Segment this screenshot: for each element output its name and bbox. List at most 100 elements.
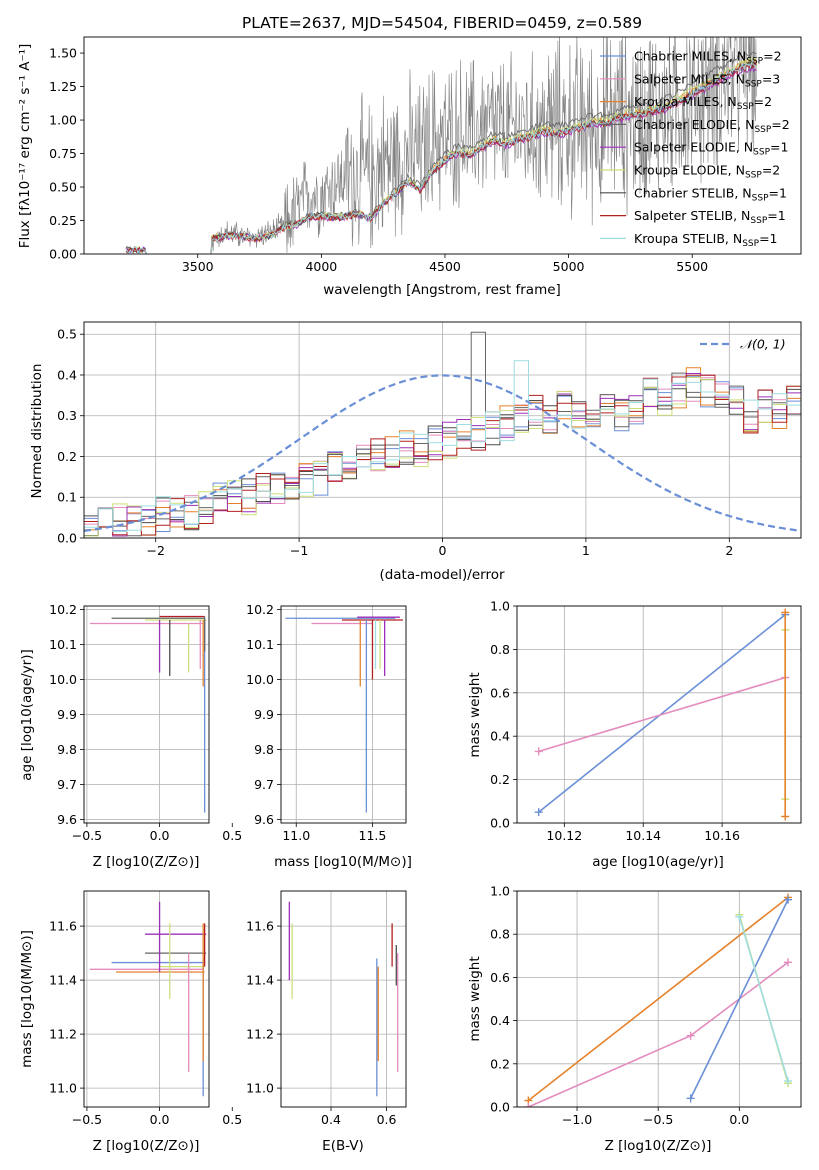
y-tick-label: 10.1 (246, 637, 274, 652)
ageZ-ylabel: age [log10(age/yr)] (19, 649, 35, 781)
gaussian-curve (84, 374, 801, 532)
y-tick-label: 0.8 (490, 927, 510, 942)
massweight-vs-age-plot-area (534, 608, 790, 821)
x-tick-label: −2 (146, 543, 164, 558)
axes-frame (83, 890, 210, 1108)
data-point (784, 895, 793, 904)
x-tick-label: 0 (439, 543, 447, 558)
y-tick-label: 10.0 (49, 672, 77, 687)
histogram-6 (84, 388, 801, 531)
y-tick-label: 10.0 (246, 672, 274, 687)
y-tick-label: 0.75 (49, 146, 77, 161)
legend-label: Kroupa STELIB, NSSP=1 (634, 231, 778, 249)
x-tick-label: 0.5 (222, 1112, 242, 1127)
ageZ-xlabel: Z [log10(Z/Z⊙)] (93, 854, 200, 870)
observed-spectrum (126, 37, 757, 254)
y-tick-label: 0.6 (490, 970, 510, 985)
histogram-4 (84, 373, 801, 537)
y-tick-label: 10.2 (49, 602, 77, 617)
massEBV-xlabel: E(B-V) (322, 1138, 364, 1154)
x-tick-label: 5500 (676, 259, 708, 274)
spectrum-legend: Chabrier MILES, NSSP=2 Salpeter MILES, NS… (600, 49, 790, 249)
y-tick-label: 0.2 (490, 1056, 510, 1071)
y-tick-label: 0.3 (57, 408, 77, 423)
data-point (534, 808, 543, 817)
legend-label: Chabrier ELODIE, NSSP=2 (634, 117, 790, 135)
spectrum-ylabel: Flux [fλ10⁻¹⁷ erg cm⁻² s⁻¹ A⁻¹] (17, 44, 33, 249)
legend-label: 𝒩(0, 1) (740, 337, 786, 352)
y-tick-label: 11.0 (49, 1081, 77, 1096)
y-tick-label: 1.25 (49, 79, 77, 94)
series-line-0 (538, 614, 786, 813)
y-tick-label: 0.50 (49, 180, 77, 195)
y-tick-label: 11.2 (49, 1027, 77, 1042)
legend-label: Chabrier MILES, NSSP=2 (634, 49, 782, 67)
age-vs-Z-plot-area (89, 615, 207, 813)
y-tick-label: 11.4 (49, 973, 77, 988)
x-tick-label: −0.5 (72, 1112, 102, 1127)
x-tick-label: 10.14 (625, 828, 661, 843)
y-tick-label: 9.9 (57, 707, 77, 722)
y-tick-label: 11.6 (49, 919, 77, 934)
y-tick-label: 0.0 (57, 531, 77, 546)
histogram-7 (84, 374, 801, 536)
y-tick-label: 0.6 (490, 685, 510, 700)
model-spectrum-7 (125, 62, 757, 254)
x-tick-label: 10.16 (704, 828, 740, 843)
data-point (524, 1103, 533, 1107)
data-point (784, 1077, 793, 1086)
age-vs-mass-axes: 11.0 11.5 9.6 9.7 9.8 9.9 10.0 10.1 10.2 (246, 602, 406, 843)
data-point (735, 912, 744, 921)
y-tick-label: 11.4 (246, 973, 274, 988)
series-line-1 (538, 676, 786, 753)
massZ-ylabel: mass [log10(M/M⊙)] (19, 930, 35, 1068)
age-vs-mass-plot-area (285, 616, 403, 813)
axes-frame (83, 36, 802, 255)
x-tick-label: 0.4 (321, 1112, 341, 1127)
histogram-3 (84, 331, 801, 537)
x-tick-label: 11.5 (359, 828, 387, 843)
y-tick-label: 0.2 (490, 772, 510, 787)
legend-label: Kroupa MILES, NSSP=2 (634, 94, 772, 112)
y-tick-label: 9.8 (57, 742, 77, 757)
mwAge-ylabel: mass weight (467, 672, 483, 757)
x-tick-label: 0.0 (150, 1112, 170, 1127)
y-tick-label: 1.50 (49, 46, 77, 61)
y-tick-label: 1.0 (490, 884, 510, 899)
data-point (781, 812, 790, 821)
massZ-xlabel: Z [log10(Z/Z⊙)] (93, 1138, 200, 1154)
y-tick-label: 11.0 (246, 1081, 274, 1096)
x-tick-label: 0.0 (729, 1112, 749, 1127)
mwZ-ylabel: mass weight (467, 956, 483, 1041)
spectrum-title: PLATE=2637, MJD=54504, FIBERID=0459, z=0… (242, 14, 642, 32)
ageM-xlabel: mass [log10(M/M⊙)] (274, 854, 412, 870)
y-tick-label: 0.2 (57, 449, 77, 464)
residuals-xlabel: (data-model)/error (379, 567, 505, 583)
massweight-vs-Z-plot-area (524, 893, 793, 1107)
x-tick-label: 10.12 (546, 828, 582, 843)
residuals-plot-area (84, 331, 801, 537)
age-vs-Z-axes: −0.5 0.0 0.5 9.6 9.7 9.8 9.9 10.0 10.1 10.2 (49, 602, 242, 843)
legend-label: Salpeter STELIB, NSSP=1 (634, 208, 786, 226)
y-tick-label: 0.4 (490, 729, 510, 744)
data-point (784, 958, 793, 967)
x-tick-label: 0.0 (150, 828, 170, 843)
y-tick-label: 0.0 (490, 1100, 510, 1115)
data-point (686, 1094, 695, 1103)
x-tick-label: 1 (582, 543, 590, 558)
spectrum-plot-area (125, 37, 757, 254)
y-tick-label: 9.7 (57, 777, 77, 792)
mass-vs-Z-plot-area (89, 901, 207, 1097)
y-tick-label: 0.4 (57, 367, 77, 382)
x-tick-label: 4500 (429, 259, 461, 274)
x-tick-label: −0.5 (643, 1112, 673, 1127)
x-tick-label: 5000 (553, 259, 585, 274)
y-tick-label: 9.6 (254, 812, 274, 827)
x-tick-label: 0.5 (222, 828, 242, 843)
y-tick-label: 0.0 (490, 816, 510, 831)
data-point (686, 1031, 695, 1040)
model-spectrum-8 (125, 60, 757, 254)
series-line-4 (738, 916, 789, 1082)
axes-frame (516, 890, 802, 1108)
